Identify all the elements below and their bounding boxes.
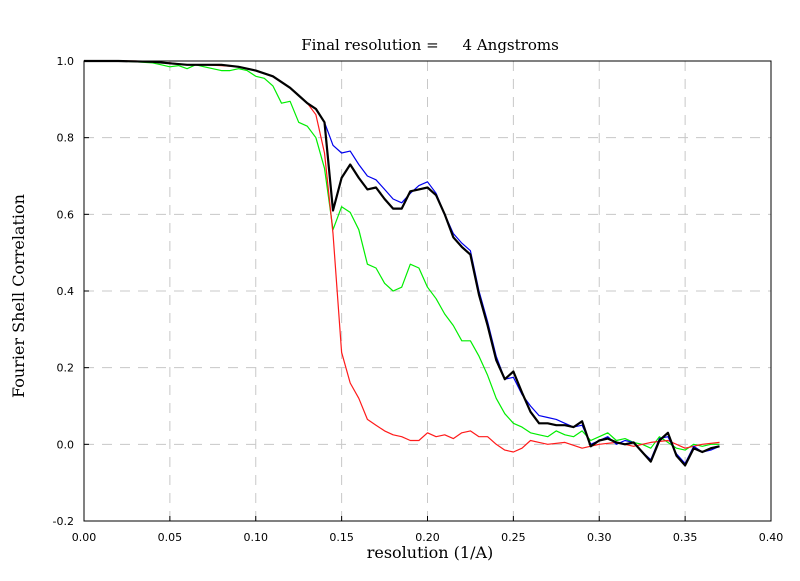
y-tick-label: 0.4 <box>57 285 75 298</box>
series-line-fsc-blue <box>84 60 720 465</box>
x-tick-label: 0.40 <box>759 531 784 544</box>
series-line-fsc-green <box>84 60 720 451</box>
x-axis-title: resolution (1/A) <box>367 543 494 562</box>
series-layer <box>84 59 720 467</box>
y-tick-label: 0.0 <box>57 438 75 451</box>
y-tick-label: 0.8 <box>57 132 75 145</box>
x-tick-label: 0.25 <box>501 531 526 544</box>
x-tick-label: 0.05 <box>158 531 183 544</box>
y-tick-label: 0.2 <box>57 362 75 375</box>
x-tick-label: 0.10 <box>244 531 269 544</box>
y-tick-label: 0.6 <box>57 208 75 221</box>
chart-title: Final resolution = 4 Angstroms <box>301 36 559 54</box>
x-tick-label: 0.00 <box>72 531 97 544</box>
y-tick-label: -0.2 <box>53 515 74 528</box>
series-line-fsc-black <box>84 59 720 467</box>
y-tick-label: 1.0 <box>57 55 75 68</box>
y-axis-title: Fourier Shell Correlation <box>9 194 28 398</box>
x-tick-label: 0.15 <box>329 531 354 544</box>
y-ticks: -0.2 0.0 0.2 0.4 0.6 0.8 1.0 <box>53 55 89 528</box>
x-tick-label: 0.35 <box>673 531 698 544</box>
x-tick-label: 0.20 <box>415 531 440 544</box>
x-ticks: 0.00 0.05 0.10 0.15 0.20 0.25 0.30 0.35 0.40 <box>72 516 784 544</box>
x-tick-label: 0.30 <box>587 531 612 544</box>
grid <box>84 61 771 521</box>
series-line-fsc-red <box>84 60 720 453</box>
